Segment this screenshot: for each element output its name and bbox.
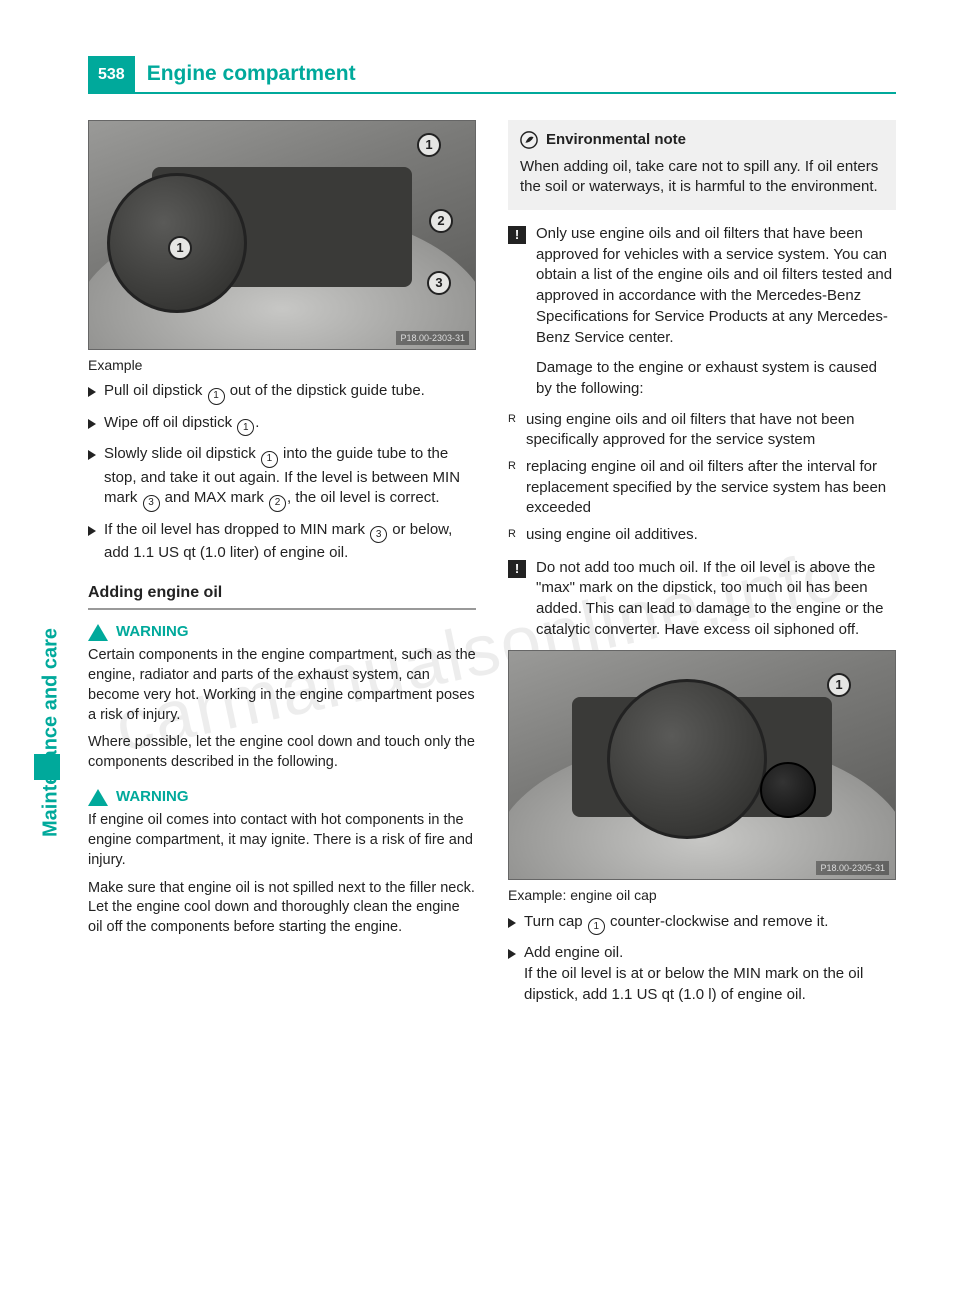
step-arrow-icon	[88, 419, 96, 429]
figure-oil-cap: 1 P18.00-2305-31	[508, 650, 896, 880]
step-arrow-icon	[88, 387, 96, 397]
figure1-marker-2: 2	[429, 209, 453, 233]
step-arrow-icon	[88, 450, 96, 460]
note-1: ! Only use engine oils and oil filters t…	[508, 224, 896, 400]
figure1-inset-marker: 1	[168, 236, 192, 260]
left-column: 1 1 2 3 P18.00-2303-31 Example Pull oil …	[88, 120, 476, 1013]
bullet-marker: R	[508, 412, 516, 451]
page-number: 538	[88, 56, 135, 94]
step-slide: Slowly slide oil dipstick 1 into the gui…	[88, 444, 476, 512]
note-2: ! Do not add too much oil. If the oil le…	[508, 558, 896, 641]
figure2-tag: P18.00-2305-31	[816, 861, 889, 875]
figure1-caption: Example	[88, 356, 476, 375]
step-arrow-icon	[508, 918, 516, 928]
warning2-text: If engine oil comes into contact with ho…	[88, 811, 476, 937]
leaf-icon	[520, 131, 538, 149]
step-arrow-icon	[88, 526, 96, 536]
step-add-oil: Add engine oil. If the oil level is at o…	[508, 943, 896, 1005]
bullet-list: R using engine oils and oil filters that…	[508, 410, 896, 546]
warning-icon	[88, 789, 108, 806]
figure2-caption: Example: engine oil cap	[508, 886, 896, 905]
page-header: 538 Engine compartment	[88, 56, 896, 94]
bullet-marker: R	[508, 527, 516, 546]
exclamation-icon: !	[508, 560, 526, 578]
side-tab: Maintenance and care	[34, 440, 68, 780]
environmental-note: Environmental note When adding oil, take…	[508, 120, 896, 210]
bullet-marker: R	[508, 459, 516, 519]
step-turn-cap: Turn cap 1 counter-clockwise and remove …	[508, 912, 896, 935]
side-tab-label: Maintenance and care	[40, 628, 63, 837]
figure1-tag: P18.00-2303-31	[396, 331, 469, 345]
bullet-item: R replacing engine oil and oil filters a…	[508, 457, 896, 519]
figure2-marker-1: 1	[827, 673, 851, 697]
warning1-text: Certain components in the engine compart…	[88, 646, 476, 772]
warning-block-2: WARNING If engine oil comes into contact…	[88, 787, 476, 938]
figure1-marker-3: 3	[427, 271, 451, 295]
page: 538 Engine compartment Maintenance and c…	[0, 0, 960, 1053]
warning-label: WARNING	[116, 622, 189, 643]
bullet-item: R using engine oils and oil filters that…	[508, 410, 896, 451]
figure-dipstick: 1 1 2 3 P18.00-2303-31	[88, 120, 476, 350]
subheading-adding-oil: Adding engine oil	[88, 582, 476, 610]
warning-icon	[88, 624, 108, 641]
bullet-item: R using engine oil additives.	[508, 525, 896, 546]
step-wipe: Wipe off oil dipstick 1.	[88, 413, 476, 436]
content-columns: 1 1 2 3 P18.00-2303-31 Example Pull oil …	[88, 120, 896, 1013]
step-pull: Pull oil dipstick 1 out of the dipstick …	[88, 381, 476, 404]
side-tab-block	[34, 754, 60, 780]
warning-block-1: WARNING Certain components in the engine…	[88, 622, 476, 773]
figure1-marker-1: 1	[417, 133, 441, 157]
step-drop: If the oil level has dropped to MIN mark…	[88, 520, 476, 564]
exclamation-icon: !	[508, 226, 526, 244]
warning-label: WARNING	[116, 787, 189, 808]
env-text: When adding oil, take care not to spill …	[520, 157, 884, 198]
env-label: Environmental note	[546, 130, 686, 151]
right-column: Environmental note When adding oil, take…	[508, 120, 896, 1013]
step-arrow-icon	[508, 949, 516, 959]
page-title: Engine compartment	[135, 56, 896, 94]
